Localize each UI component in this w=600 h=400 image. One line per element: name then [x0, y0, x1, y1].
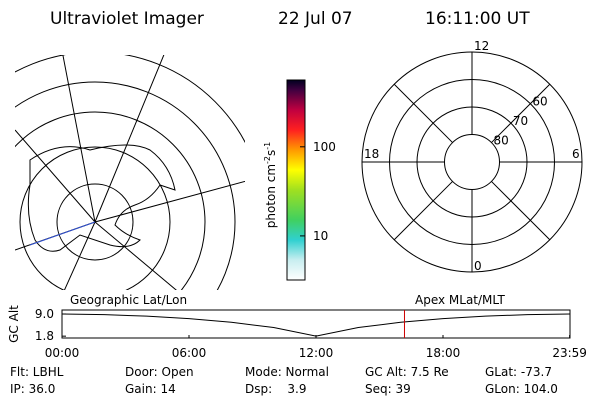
y-tick-label: 9.0	[35, 307, 54, 321]
colorbar-tick-label: 100	[313, 140, 336, 154]
mlt-label: 18	[364, 147, 379, 161]
lat-label: 60	[532, 95, 547, 109]
mlt-label: 6	[572, 147, 580, 161]
x-tick-label: 06:00	[172, 346, 207, 360]
mlt-label: 0	[474, 259, 482, 273]
status-field: Flt: LBHL	[10, 365, 64, 379]
y-axis-label: GC Alt	[7, 305, 21, 343]
status-field: IP: 36.0	[10, 382, 55, 396]
polar-plot: 12 0 18 6 60 70 80	[361, 39, 583, 273]
lat-label: 80	[493, 134, 508, 148]
alt-line	[61, 313, 571, 337]
x-tick-label: 18:00	[426, 346, 461, 360]
status-field: Gain: 14	[125, 382, 176, 396]
lat-ring	[444, 134, 500, 190]
colorbar-tick-label: 10	[313, 229, 328, 243]
status-field: GLat: -73.7	[485, 365, 552, 379]
y-tick-label: 1.8	[35, 329, 54, 343]
time: 16:11:00 UT	[425, 9, 530, 29]
lat-label: 70	[513, 114, 528, 128]
x-tick-label: 23:59	[552, 346, 587, 360]
right-label: Apex MLat/MLT	[415, 293, 505, 307]
mlt-label: 12	[474, 39, 489, 53]
date: 22 Jul 07	[278, 9, 353, 29]
colorbar-label: photon cm-2s-1	[263, 142, 278, 229]
mlt-spoke	[491, 83, 551, 143]
status-field: Dsp: 3.9	[245, 382, 307, 396]
status-field: Seq: 39	[365, 382, 411, 396]
status-field: Mode: Normal	[245, 365, 329, 379]
title: Ultraviolet Imager	[50, 9, 204, 29]
mlt-spoke	[393, 83, 453, 143]
status-field: GLon: 104.0	[485, 382, 558, 396]
colorbar	[286, 79, 306, 281]
mlt-spoke	[491, 181, 551, 241]
status-field: GC Alt: 7.5 Re	[365, 365, 449, 379]
alt-plot-frame	[61, 309, 571, 339]
x-tick-label: 12:00	[299, 346, 334, 360]
x-tick-label: 00:00	[45, 346, 80, 360]
mlt-spoke	[393, 181, 453, 241]
geographic-map	[15, 55, 245, 290]
left-label: Geographic Lat/Lon	[70, 293, 187, 307]
status-field: Door: Open	[125, 365, 194, 379]
